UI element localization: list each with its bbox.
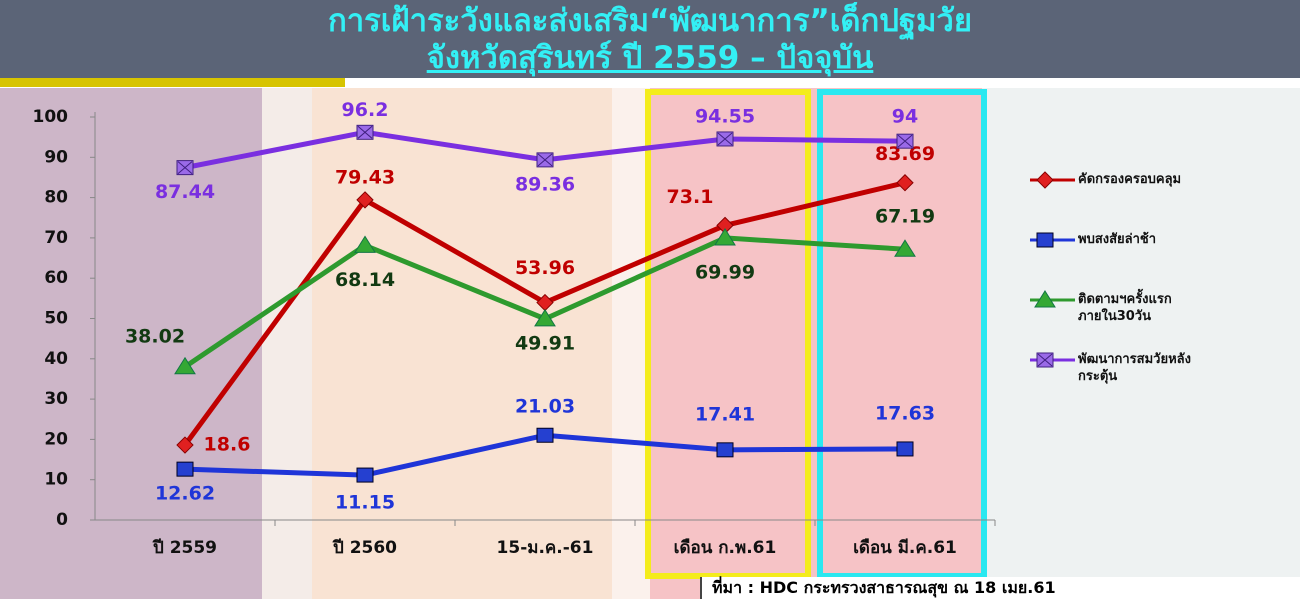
data-label: 73.1 — [667, 186, 714, 208]
data-label: 17.63 — [875, 402, 935, 424]
data-label: 18.6 — [204, 434, 251, 456]
data-label: 94 — [892, 106, 918, 128]
y-tick-label: 90 — [44, 147, 68, 167]
data-label: 87.44 — [155, 181, 215, 203]
x-tick-label: ปี 2559 — [152, 537, 217, 558]
marker — [717, 443, 733, 457]
data-label: 49.91 — [515, 332, 575, 354]
y-tick-label: 50 — [44, 309, 68, 329]
title-banner: การเฝ้าระวังและส่งเสริม“พัฒนาการ”เด็กปฐม… — [0, 0, 1300, 78]
bg-band — [612, 88, 650, 599]
data-label: 68.14 — [335, 269, 395, 291]
legend-label: พัฒนาการสมวัยหลัง กระตุ้น — [1078, 351, 1208, 385]
x-tick-label: เดือน มี.ค.61 — [853, 537, 957, 558]
y-tick-label: 20 — [44, 429, 68, 449]
x-tick-label: 15-ม.ค.-61 — [497, 538, 594, 558]
legend-label: ติดตามฯครั้งแรก ภายใน30วัน — [1078, 291, 1208, 325]
data-label: 89.36 — [515, 173, 575, 195]
data-label: 17.41 — [695, 403, 755, 425]
x-tick-label: ปี 2560 — [332, 537, 397, 558]
y-tick-label: 100 — [33, 107, 69, 127]
source-note: ที่มา : HDC กระทรวงสาธารณสุข ณ 18 เมย.61 — [700, 577, 1300, 599]
marker — [897, 442, 913, 456]
data-label: 21.03 — [515, 396, 575, 418]
slide: 0 10 20 30 40 50 60 70 80 90 100 ปี 2559 ปี 2560 15-ม… — [0, 0, 1300, 599]
marker — [1037, 233, 1053, 247]
y-tick-label: 80 — [44, 188, 68, 208]
marker — [357, 468, 373, 482]
bg-band — [982, 88, 1300, 599]
y-tick-label: 70 — [44, 228, 68, 248]
data-label: 38.02 — [125, 325, 185, 347]
y-tick-label: 40 — [44, 349, 68, 369]
y-tick-label: 10 — [44, 470, 68, 490]
y-tick-label: 30 — [44, 389, 68, 409]
legend-label: คัดกรองครอบคลุม — [1078, 171, 1208, 188]
data-label: 53.96 — [515, 257, 575, 279]
legend-label: พบสงสัยล่าช้า — [1078, 231, 1208, 248]
stripe — [0, 78, 345, 87]
data-label: 11.15 — [335, 492, 395, 514]
data-label: 12.62 — [155, 483, 215, 505]
chart-title: การเฝ้าระวังและส่งเสริม“พัฒนาการ”เด็กปฐม… — [0, 3, 1300, 40]
marker — [177, 462, 193, 476]
y-tick-label: 0 — [56, 510, 68, 530]
bg-band — [262, 88, 312, 599]
x-tick-label: เดือน ก.พ.61 — [674, 537, 777, 558]
y-tick-label: 60 — [44, 268, 68, 288]
chart-subtitle: จังหวัดสุรินทร์ ปี 2559 – ปัจจุบัน — [0, 40, 1300, 77]
data-label: 67.19 — [875, 206, 935, 228]
data-label: 69.99 — [695, 261, 755, 283]
data-label: 96.2 — [342, 99, 389, 121]
marker — [537, 428, 553, 442]
data-label: 94.55 — [695, 105, 755, 127]
data-label: 79.43 — [335, 166, 395, 188]
